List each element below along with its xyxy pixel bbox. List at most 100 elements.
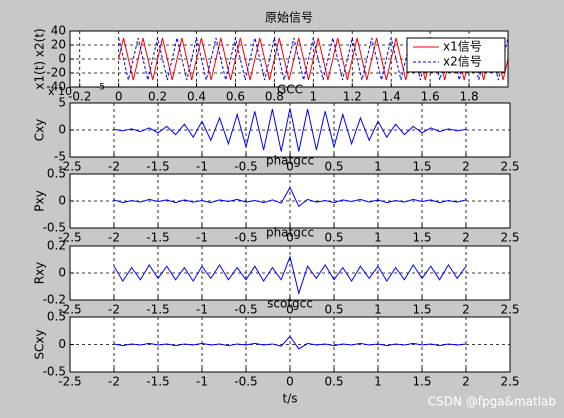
x-tick-label: 1 [374, 231, 382, 245]
x-tick-label: 2 [462, 303, 470, 317]
x-tick-label: 0 [286, 160, 294, 174]
x-tick-label: -0.5 [234, 303, 257, 317]
y-tick-label: 0 [58, 52, 66, 66]
x-tick-label: -2 [108, 160, 120, 174]
legend-label: x1信号 [443, 40, 482, 54]
x-tick-label: 1 [310, 90, 318, 104]
plot-frame [69, 173, 511, 229]
x-tick-label: 1.6 [421, 90, 440, 104]
y-tick-label: -20 [46, 66, 66, 80]
x-tick-label: -1.5 [146, 303, 169, 317]
x-tick-label: -2 [108, 303, 120, 317]
y-tick-label: -40 [46, 80, 66, 94]
y-tick-label: -0.5 [43, 365, 66, 379]
y-tick-label: 0 [58, 123, 66, 137]
x-tick-label: 0.5 [324, 375, 343, 389]
x-tick-label: 1 [374, 160, 382, 174]
y-axis-label: Pxy [33, 190, 47, 211]
y-tick-label: -5 [54, 150, 66, 164]
x-tick-label: 2 [462, 231, 470, 245]
legend-box [406, 37, 506, 73]
plot-frame [69, 30, 509, 88]
y-tick-label: 0 [58, 194, 66, 208]
x-tick-label: -1 [196, 375, 208, 389]
subplot-title: scotgcc [267, 297, 313, 311]
x-tick-label: 0.4 [187, 90, 206, 104]
x-tick-label: -0.5 [234, 231, 257, 245]
subplot-title: 原始信号 [265, 11, 313, 25]
x-tick-label: 0.5 [324, 303, 343, 317]
x-tick-label: -1 [196, 231, 208, 245]
x-tick-label: 2.5 [500, 160, 519, 174]
x-tick-label: -2 [108, 231, 120, 245]
plot-frame [69, 245, 511, 301]
x-tick-label: -0.5 [234, 375, 257, 389]
x-tick-label: 1 [374, 375, 382, 389]
x-tick-label: 0.8 [265, 90, 284, 104]
x-tick-label: 2 [462, 160, 470, 174]
series-line [113, 335, 467, 350]
x-tick-label: 2 [462, 375, 470, 389]
x-tick-label: 1.5 [412, 303, 431, 317]
x-tick-label: 1.5 [412, 160, 431, 174]
y-scale-exponent: -5 [96, 83, 105, 93]
y-axis-label: SCxy [33, 329, 47, 359]
x-tick-label: -0.2 [68, 90, 91, 104]
x-tick-label: 0.2 [148, 90, 167, 104]
x-tick-label: 2.5 [500, 303, 519, 317]
y-tick-label: 0 [58, 266, 66, 280]
subplot-title: phatgcc [266, 226, 314, 240]
x-tick-label: 0 [286, 303, 294, 317]
x-tick-label: -1.5 [146, 375, 169, 389]
x-tick-label: 2.5 [500, 231, 519, 245]
y-tick-label: 0.5 [47, 167, 66, 181]
x-tick-label: 1 [374, 303, 382, 317]
x-tick-label: -1 [196, 160, 208, 174]
x-tick-label: 0 [115, 90, 123, 104]
plot-frame [69, 316, 511, 373]
x-tick-label: -2 [108, 375, 120, 389]
y-tick-label: 0.5 [47, 310, 66, 324]
x-tick-label: 0.6 [226, 90, 245, 104]
y-tick-label: 40 [51, 24, 66, 38]
series-line [113, 255, 467, 296]
y-tick-label: 0.2 [47, 239, 66, 253]
x-tick-label: -0.5 [234, 160, 257, 174]
subplot-title: phatgcc [266, 154, 314, 168]
series-line [118, 37, 508, 81]
y-axis-label: x1(t) x2(t) [33, 28, 47, 89]
series-line [113, 186, 467, 208]
x-tick-label: 1.4 [382, 90, 401, 104]
x-tick-label: 1.5 [412, 375, 431, 389]
x-tick-label: -2.5 [58, 160, 81, 174]
x-tick-label: 1.5 [412, 231, 431, 245]
x-tick-label: -2.5 [58, 303, 81, 317]
y-tick-label: -0.5 [43, 221, 66, 235]
y-tick-label: 0 [58, 337, 66, 351]
x-tick-label: 0 [286, 375, 294, 389]
plot-frame [69, 102, 511, 158]
x-axis-label: t/s [283, 392, 298, 406]
x-tick-label: 1.8 [460, 90, 479, 104]
x-tick-label: -2.5 [58, 231, 81, 245]
y-tick-label: -0.2 [43, 293, 66, 307]
x-tick-label: 0.5 [324, 231, 343, 245]
series-line [113, 108, 467, 152]
x-tick-label: 2.5 [500, 375, 519, 389]
x-tick-label: 1.2 [343, 90, 362, 104]
legend-label: x2信号 [443, 55, 482, 69]
x-tick-label: 0 [286, 231, 294, 245]
y-scale-label: x 10 [48, 85, 72, 98]
y-tick-label: 5 [58, 96, 66, 110]
x-tick-label: -1.5 [146, 160, 169, 174]
y-tick-label: 20 [51, 38, 66, 52]
watermark: CSDN @fpga&matlab [428, 395, 556, 409]
x-tick-label: -2.5 [58, 375, 81, 389]
x-tick-label: -1 [196, 303, 208, 317]
x-tick-label: 0.5 [324, 160, 343, 174]
y-axis-label: Cxy [33, 119, 47, 142]
subplot-title: GCC [277, 83, 303, 97]
x-tick-label: -1.5 [146, 231, 169, 245]
